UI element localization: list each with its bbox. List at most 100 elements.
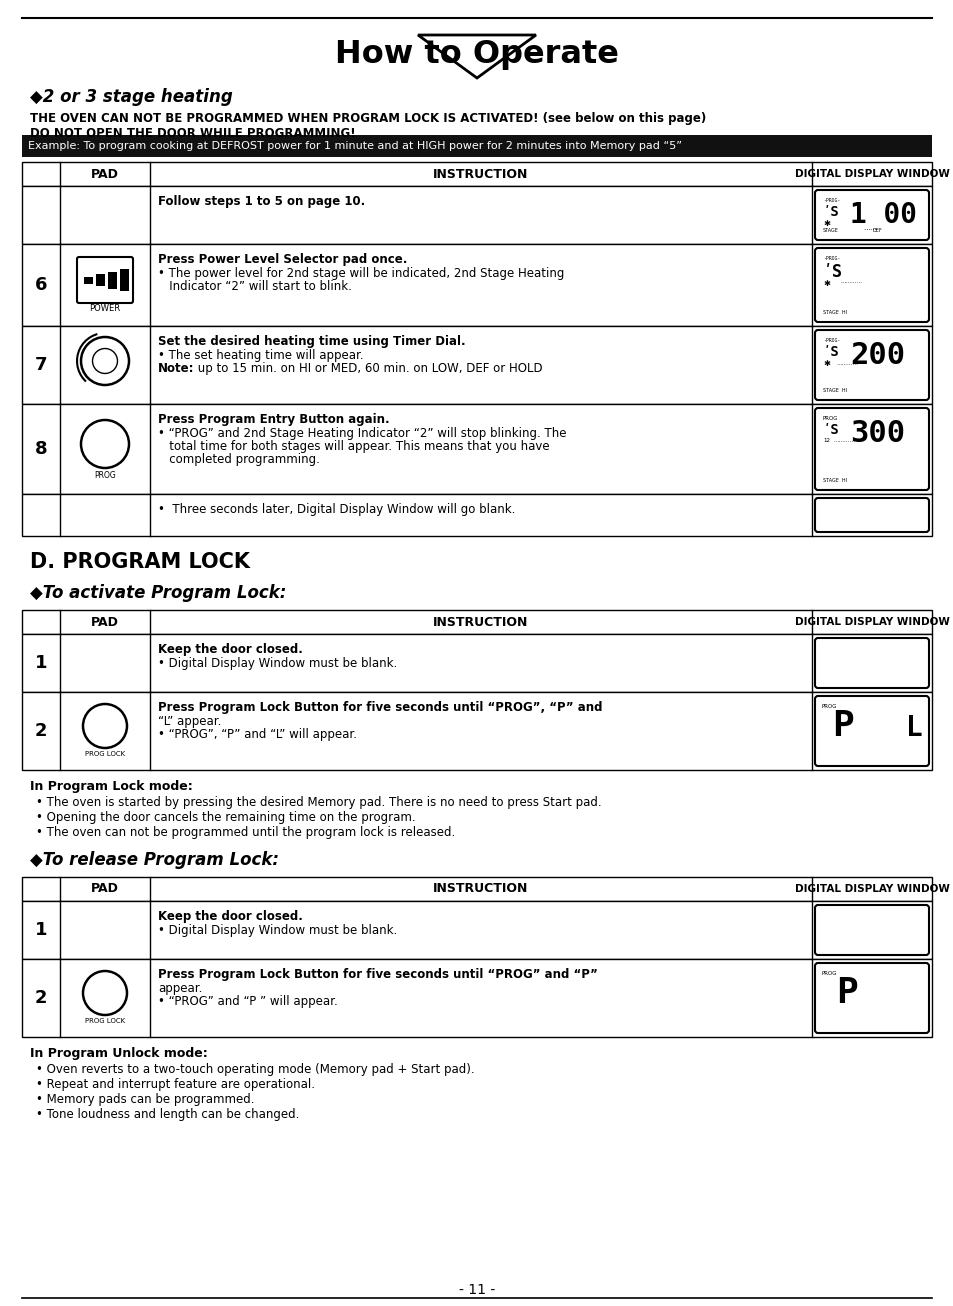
Text: DIGITAL DISPLAY WINDOW: DIGITAL DISPLAY WINDOW [794,616,948,627]
Text: PAD: PAD [91,167,119,180]
Text: ……: …… [862,225,876,231]
Text: Keep the door closed.: Keep the door closed. [158,643,302,656]
Text: D. PROGRAM LOCK: D. PROGRAM LOCK [30,552,250,572]
Text: Press Program Lock Button for five seconds until “PROG” and “P”: Press Program Lock Button for five secon… [158,968,598,981]
Text: …………: ………… [840,279,862,283]
Text: ʹS: ʹS [822,205,839,219]
FancyBboxPatch shape [814,248,928,323]
Text: • “PROG” and “P ” will appear.: • “PROG” and “P ” will appear. [158,995,337,1008]
Text: PROG: PROG [94,471,115,481]
FancyBboxPatch shape [814,905,928,955]
Text: INSTRUCTION: INSTRUCTION [433,883,528,896]
Text: 6: 6 [34,276,48,294]
Text: • Tone loudness and length can be changed.: • Tone loudness and length can be change… [36,1107,299,1121]
Text: DO NOT OPEN THE DOOR WHILE PROGRAMMING!: DO NOT OPEN THE DOOR WHILE PROGRAMMING! [30,127,355,140]
Text: DIGITAL DISPLAY WINDOW: DIGITAL DISPLAY WINDOW [794,168,948,179]
Text: 200: 200 [849,341,904,370]
Text: DEF: DEF [872,229,882,232]
Text: • Digital Display Window must be blank.: • Digital Display Window must be blank. [158,925,396,936]
Text: • The set heating time will appear.: • The set heating time will appear. [158,349,363,362]
Bar [22,901,931,959]
Text: ʹS: ʹS [822,345,839,359]
FancyBboxPatch shape [814,407,928,490]
Text: • The power level for 2nd stage will be indicated, 2nd Stage Heating: • The power level for 2nd stage will be … [158,266,564,279]
Text: Example: To program cooking at DEFROST power for 1 minute and at HIGH power for : Example: To program cooking at DEFROST p… [28,141,681,151]
FancyBboxPatch shape [814,963,928,1033]
Text: total time for both stages will appear. This means that you have: total time for both stages will appear. … [158,440,549,453]
Bar [120,269,129,291]
Text: …………: ………… [832,438,854,443]
Text: PROG: PROG [822,417,838,421]
Text: ʹS: ʹS [822,423,839,438]
Bar [22,692,931,771]
Text: PROG: PROG [821,704,837,709]
Text: ◆2 or 3 stage heating: ◆2 or 3 stage heating [30,88,233,106]
Text: • Opening the door cancels the remaining time on the program.: • Opening the door cancels the remaining… [36,811,416,824]
Text: Press Power Level Selector pad once.: Press Power Level Selector pad once. [158,253,407,266]
Polygon shape [417,35,536,78]
Text: STAGE  HI: STAGE HI [822,310,846,315]
Circle shape [81,421,129,468]
Text: How to Operate: How to Operate [335,38,618,69]
FancyBboxPatch shape [814,330,928,400]
Bar [22,959,931,1037]
Text: PROG LOCK: PROG LOCK [85,1017,125,1024]
Text: • Memory pads can be programmed.: • Memory pads can be programmed. [36,1093,254,1106]
Bar [22,326,931,404]
Text: STAGE: STAGE [822,229,838,232]
Text: • Repeat and interrupt feature are operational.: • Repeat and interrupt feature are opera… [36,1077,314,1091]
Bar [22,135,931,157]
Text: P: P [835,976,857,1010]
FancyBboxPatch shape [814,639,928,688]
FancyBboxPatch shape [77,257,132,303]
Text: • “PROG” and 2nd Stage Heating Indicator “2” will stop blinking. The: • “PROG” and 2nd Stage Heating Indicator… [158,427,566,440]
Text: In Program Lock mode:: In Program Lock mode: [30,780,193,793]
Text: 300: 300 [849,419,904,448]
Bar [22,610,931,633]
Text: …………: ………… [835,360,857,366]
Text: 1 00: 1 00 [849,201,916,229]
Bar [22,404,931,494]
Text: Keep the door closed.: Keep the door closed. [158,910,302,923]
Text: PROG: PROG [821,970,837,976]
Text: •  Three seconds later, Digital Display Window will go blank.: • Three seconds later, Digital Display W… [158,503,515,516]
Text: PAD: PAD [91,883,119,896]
Circle shape [83,704,127,748]
Text: ✱: ✱ [822,359,829,368]
Text: DIGITAL DISPLAY WINDOW: DIGITAL DISPLAY WINDOW [794,884,948,895]
Text: L: L [905,714,922,742]
Text: -PROG-: -PROG- [822,199,840,202]
Text: completed programming.: completed programming. [158,453,319,466]
Text: Indicator “2” will start to blink.: Indicator “2” will start to blink. [158,279,352,293]
Text: - 11 -: - 11 - [458,1282,495,1297]
Bar [22,185,931,244]
Text: • Digital Display Window must be blank.: • Digital Display Window must be blank. [158,657,396,670]
Text: 1: 1 [34,654,48,673]
Circle shape [83,970,127,1015]
Text: appear.: appear. [158,982,202,995]
Text: PAD: PAD [91,615,119,628]
Text: PROG LOCK: PROG LOCK [85,751,125,757]
Bar [84,277,92,283]
Bar [22,162,931,185]
Text: Press Program Entry Button again.: Press Program Entry Button again. [158,413,389,426]
Text: “L” appear.: “L” appear. [158,714,221,727]
Text: -PROG-: -PROG- [822,256,840,261]
FancyBboxPatch shape [814,696,928,767]
Circle shape [81,337,129,385]
Text: • The oven is started by pressing the desired Memory pad. There is no need to pr: • The oven is started by pressing the de… [36,795,601,808]
Bar [108,272,117,289]
FancyBboxPatch shape [814,189,928,240]
Text: POWER: POWER [90,304,120,313]
Bar [96,274,105,286]
Text: ◆To activate Program Lock:: ◆To activate Program Lock: [30,584,286,602]
Text: • Oven reverts to a two-touch operating mode (Memory pad + Start pad).: • Oven reverts to a two-touch operating … [36,1063,475,1076]
Bar [22,633,931,692]
Text: Set the desired heating time using Timer Dial.: Set the desired heating time using Timer… [158,336,465,347]
Text: 8: 8 [34,440,48,458]
Text: In Program Unlock mode:: In Program Unlock mode: [30,1047,208,1060]
Text: ✱: ✱ [822,279,829,289]
Text: ◆To release Program Lock:: ◆To release Program Lock: [30,852,278,868]
Text: ✱: ✱ [822,219,829,229]
Circle shape [92,349,117,374]
